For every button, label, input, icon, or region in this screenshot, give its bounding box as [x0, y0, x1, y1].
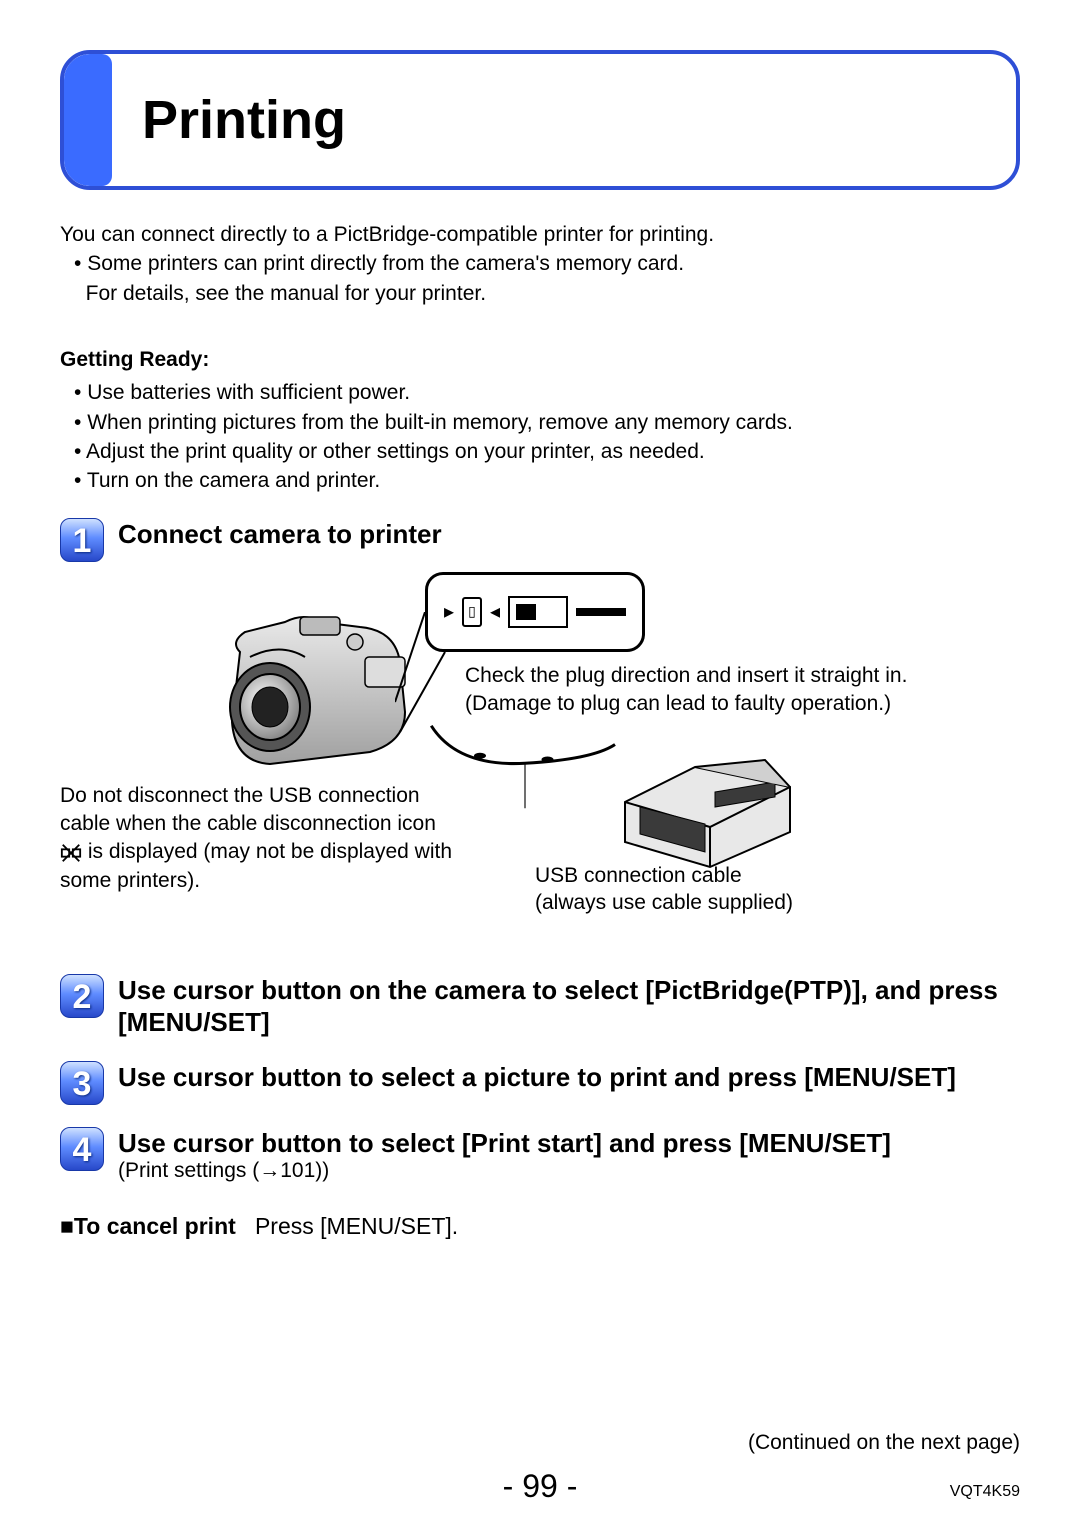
printer-icon — [615, 752, 795, 872]
step-4-title: Use cursor button to select [Print start… — [118, 1127, 891, 1160]
usb-disconnect-warning: Do not disconnect the USB connection cab… — [60, 782, 460, 895]
step-number-4: 4 — [60, 1127, 104, 1171]
page-title: Printing — [112, 89, 346, 151]
step-number-1: 1 — [60, 518, 104, 562]
cancel-label: To cancel print — [74, 1213, 236, 1239]
usb-cable-label-1: USB connection cable — [535, 864, 742, 887]
intro-text: You can connect directly to a PictBridge… — [60, 220, 1020, 249]
square-marker-icon: ■ — [60, 1213, 74, 1239]
ready-item-3: Turn on the camera and printer. — [87, 469, 380, 492]
cancel-print-row: ■To cancel print Press [MENU/SET]. — [60, 1213, 1020, 1240]
step-3-title: Use cursor button to select a picture to… — [118, 1061, 956, 1094]
step-2: 2 Use cursor button on the camera to sel… — [60, 974, 1020, 1039]
step-3: 3 Use cursor button to select a picture … — [60, 1061, 1020, 1105]
usb-cable-label: USB connection cable (always use cable s… — [535, 862, 793, 917]
getting-ready-label: Getting Ready: — [60, 348, 1020, 372]
step-2-title: Use cursor button on the camera to selec… — [118, 974, 1020, 1039]
step-4: 4 Use cursor button to select [Print sta… — [60, 1127, 1020, 1184]
continued-label: (Continued on the next page) — [748, 1431, 1020, 1455]
step-number-2: 2 — [60, 974, 104, 1018]
cable-disconnect-icon — [60, 842, 82, 864]
plug-check-line2: (Damage to plug can lead to faulty opera… — [465, 692, 891, 715]
intro-bullet-1: Some printers can print directly from th… — [87, 252, 684, 275]
step-1-title: Connect camera to printer — [118, 518, 442, 551]
plug-check-line1: Check the plug direction and insert it s… — [465, 664, 907, 687]
step-1: 1 Connect camera to printer — [60, 518, 1020, 562]
cable-stub-icon — [576, 608, 626, 616]
step-number-3: 3 — [60, 1061, 104, 1105]
getting-ready-list: • Use batteries with sufficient power. •… — [60, 378, 1020, 496]
micro-usb-icon: ▯ — [462, 597, 482, 627]
usb-socket-icon — [508, 596, 568, 628]
plug-detail-box: ▸ ▯ ◂ — [425, 572, 645, 652]
usb-cable-label-2: (always use cable supplied) — [535, 891, 793, 914]
plug-arrow-icon-2: ◂ — [490, 599, 500, 624]
step-4-sub: (Print settings (→101)) — [118, 1159, 891, 1183]
document-code: VQT4K59 — [950, 1483, 1020, 1501]
ready-item-2: Adjust the print quality or other settin… — [86, 440, 705, 463]
ready-item-0: Use batteries with sufficient power. — [87, 381, 410, 404]
title-tab — [64, 54, 112, 186]
intro-bullet: • Some printers can print directly from … — [60, 249, 1020, 308]
camera-icon — [210, 602, 420, 782]
connection-diagram: ▸ ▯ ◂ Check the plug direction and inser… — [60, 572, 1020, 952]
ready-item-1: When printing pictures from the built-in… — [87, 411, 793, 434]
plug-check-text: Check the plug direction and insert it s… — [465, 662, 945, 719]
page-number: - 99 - — [0, 1468, 1080, 1505]
intro-bullet-2: For details, see the manual for your pri… — [86, 282, 486, 305]
cancel-action: Press [MENU/SET]. — [255, 1213, 458, 1239]
title-box: Printing — [60, 50, 1020, 190]
